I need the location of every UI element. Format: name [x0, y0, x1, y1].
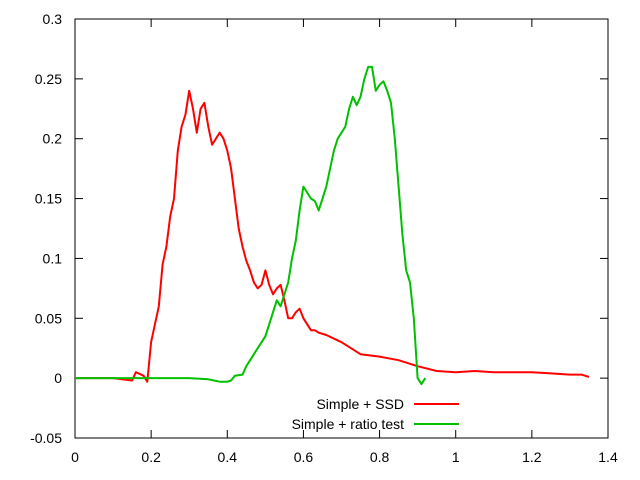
x-axis: 0 0.2 0.4 0.6 0.8 1 1.2 1.4 — [71, 19, 618, 465]
y-axis: -0.05 0 0.05 0.1 0.15 0.2 0.25 0.3 — [30, 11, 608, 446]
y-tick-label: 0.25 — [35, 71, 62, 87]
y-tick-label: 0.3 — [43, 11, 63, 27]
plot-frame-rect — [74, 18, 609, 439]
y-tick-label: 0 — [54, 370, 62, 386]
x-tick-label: 0.4 — [218, 449, 238, 465]
x-tick-label: 0.8 — [370, 449, 390, 465]
x-tick-label: 1.2 — [522, 449, 542, 465]
x-tick-label: 0.2 — [141, 449, 161, 465]
legend-label: Simple + ratio test — [292, 416, 405, 432]
y-tick-label: 0.15 — [35, 191, 62, 207]
y-tick-label: 0.1 — [43, 250, 63, 266]
y-tick-label: 0.2 — [43, 131, 63, 147]
series-layer — [75, 65, 590, 386]
y-tick-label: -0.05 — [30, 430, 62, 446]
legend: Simple + SSD Simple + ratio test — [292, 396, 459, 432]
x-tick-label: 1 — [452, 449, 460, 465]
legend-label: Simple + SSD — [316, 396, 404, 412]
series-line-simple-ssd — [75, 89, 590, 383]
x-tick-label: 0.6 — [294, 449, 314, 465]
plot-frame — [74, 18, 609, 439]
x-tick-label: 1.4 — [598, 449, 618, 465]
series-line-simple-ratio-test — [75, 65, 427, 386]
x-tick-label: 0 — [71, 449, 79, 465]
y-tick-label: 0.05 — [35, 310, 62, 326]
